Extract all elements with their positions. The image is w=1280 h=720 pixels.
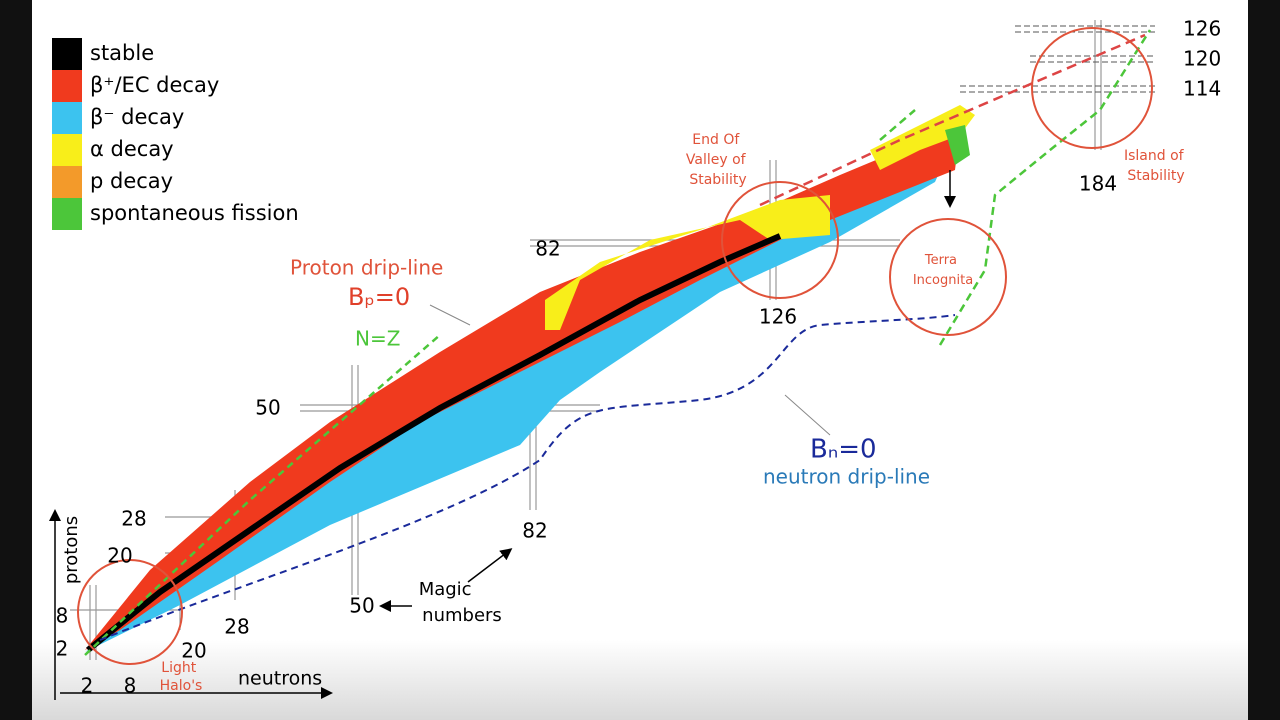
legend-swatch — [52, 38, 82, 70]
neutron-magic-label: 82 — [522, 519, 547, 543]
nz-label: N=Z — [355, 327, 400, 351]
neutron-magic-label: 184 — [1079, 172, 1117, 196]
fission-region — [945, 125, 970, 165]
neutron-drip-dashed — [99, 314, 956, 641]
legend-label: β⁻ decay — [90, 105, 184, 129]
pointer — [429, 304, 471, 326]
legend-swatch — [52, 198, 82, 230]
proton-magic-label: 8 — [56, 604, 69, 628]
proton-drip-label: Proton drip-line — [290, 256, 443, 280]
background — [32, 0, 1248, 720]
neutron-drip-label: neutron drip-line — [763, 465, 930, 489]
legend: stable β⁺/EC decay β⁻ decay α decay p decay s… — [52, 38, 299, 230]
nz-line — [84, 334, 441, 656]
pointer — [784, 394, 831, 436]
proton-magic-label: 50 — [255, 396, 280, 420]
light-halos-label: Light Halo's — [160, 660, 203, 694]
proton-magic-label: 20 — [107, 544, 132, 568]
proton-magic-label: 28 — [121, 507, 146, 531]
legend-label: α decay — [90, 137, 174, 161]
legend-swatch — [52, 166, 82, 198]
neutron-magic-label: 50 — [349, 594, 374, 618]
arrow — [467, 548, 513, 583]
alpha-region-heavy — [870, 105, 975, 170]
beta-plus-region — [85, 128, 960, 650]
superheavy-magic-label: 120 — [1183, 47, 1221, 71]
magic-numbers-label: Magic numbers — [419, 579, 502, 626]
green-dashed-2 — [879, 109, 916, 141]
circles — [77, 27, 1153, 665]
superheavy-magic-label: 126 — [1183, 17, 1221, 41]
alpha-region — [545, 195, 830, 330]
neutron-magic-label: 126 — [759, 305, 797, 329]
legend-label: p decay — [90, 169, 173, 193]
legend-label: spontaneous fission — [90, 201, 299, 225]
stable-line — [86, 233, 782, 653]
neutron-magic-label: 28 — [224, 615, 249, 639]
proton-magic-label: 2 — [56, 637, 69, 661]
island-label: Island of Stability — [1124, 148, 1188, 184]
bn-label: Bₙ=0 — [810, 435, 877, 465]
superheavy-magic-label: 114 — [1183, 77, 1221, 101]
bp-label: Bₚ=0 — [348, 283, 410, 311]
protons-label: protons — [61, 516, 82, 584]
terra-incognita-label: Terra Incognita — [913, 253, 973, 288]
legend-swatch — [52, 102, 82, 134]
beta-minus-region — [85, 160, 945, 652]
neutron-magic-label: 8 — [124, 674, 137, 698]
neutron-magic-label: 2 — [81, 674, 94, 698]
neutron-magic-label: 20 — [181, 639, 206, 663]
bottom-fade — [32, 640, 1248, 720]
proton-magic-label: 82 — [535, 237, 560, 261]
legend-swatch — [52, 134, 82, 166]
legend-swatch — [52, 70, 82, 102]
end-of-valley-label: End Of Valley of Stability — [686, 132, 750, 188]
neutrons-label: neutrons — [238, 668, 322, 690]
green-dashed — [938, 29, 1152, 346]
proton-drip-dashed — [759, 33, 1146, 207]
legend-label: stable — [90, 41, 154, 65]
legend-label: β⁺/EC decay — [90, 73, 219, 97]
